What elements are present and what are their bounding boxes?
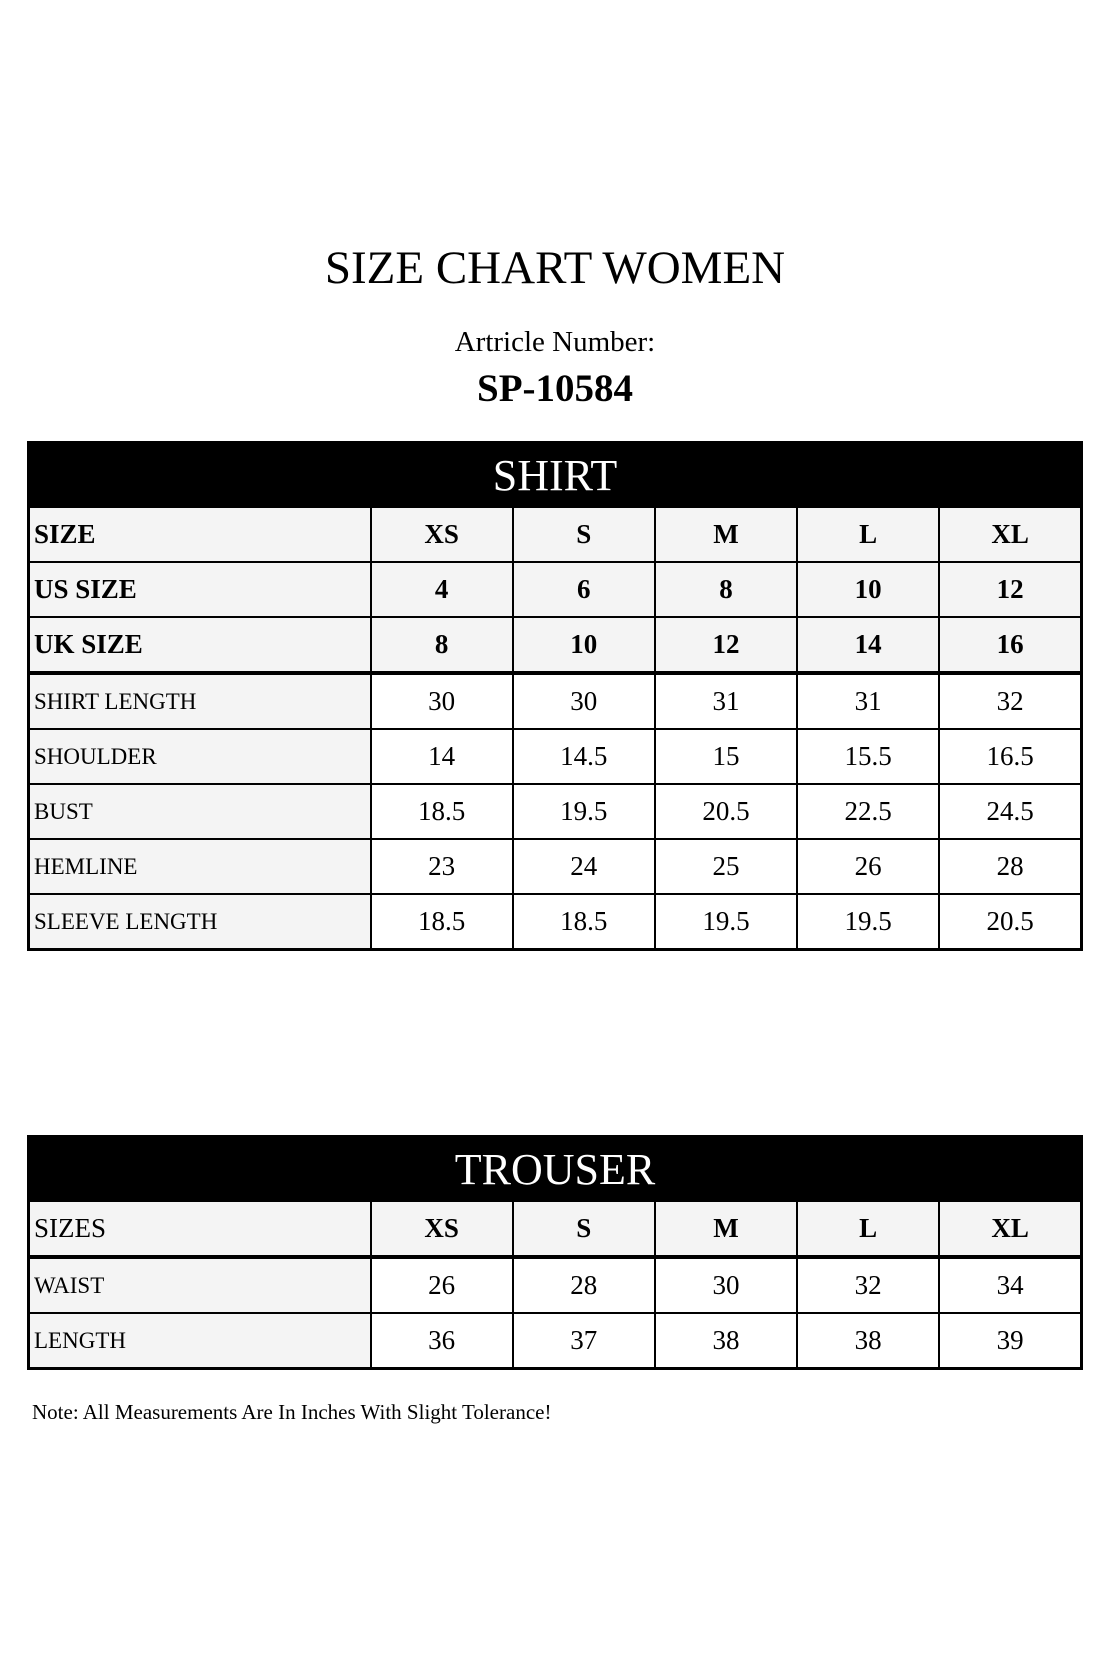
table-cell: 20.5 <box>653 783 799 840</box>
table-cell: 30 <box>511 672 656 730</box>
table-cell: 30 <box>369 672 514 730</box>
table-cell: S <box>511 506 656 563</box>
table-cell: 10 <box>796 561 941 618</box>
table-cell: 32 <box>796 1256 941 1314</box>
row-label: SHIRT LENGTH <box>27 672 372 730</box>
row-label: SLEEVE LENGTH <box>27 893 372 951</box>
table-cell: 19.5 <box>653 893 799 951</box>
table-cell: 38 <box>653 1312 799 1370</box>
row-label: UK SIZE <box>27 616 372 675</box>
table-cell: 39 <box>938 1312 1083 1370</box>
table-cell: 28 <box>511 1256 656 1314</box>
table-cell: 23 <box>369 838 514 895</box>
table-cell: 19.5 <box>511 783 656 840</box>
table-cell: 38 <box>796 1312 941 1370</box>
measurement-note: Note: All Measurements Are In Inches Wit… <box>32 1400 552 1424</box>
table-cell: 10 <box>511 616 656 675</box>
table-row: SHIRT LENGTH 30 30 31 31 32 <box>27 672 1083 730</box>
table-cell: 12 <box>653 616 799 675</box>
table-cell: XS <box>369 1200 514 1259</box>
table-cell: 19.5 <box>796 893 941 951</box>
row-label: SIZE <box>27 506 372 563</box>
table-cell: XL <box>938 506 1083 563</box>
table-row: US SIZE 4 6 8 10 12 <box>27 561 1083 618</box>
row-label: SHOULDER <box>27 728 372 785</box>
table-cell: 4 <box>369 561 514 618</box>
table-cell: 31 <box>796 672 941 730</box>
table-cell: 24.5 <box>938 783 1083 840</box>
row-label: US SIZE <box>27 561 372 618</box>
row-label: WAIST <box>27 1256 372 1314</box>
table-row: LENGTH 36 37 38 38 39 <box>27 1312 1083 1370</box>
table-cell: 18.5 <box>511 893 656 951</box>
shirt-size-table: SHIRT SIZE XS S M L XL US SIZE 4 6 8 10 12 UK SIZE 8 1… <box>27 441 1083 951</box>
table-cell: 37 <box>511 1312 656 1370</box>
table-cell: 22.5 <box>796 783 941 840</box>
table-cell: S <box>511 1200 656 1259</box>
table-cell: XS <box>369 506 514 563</box>
table-cell: 8 <box>653 561 799 618</box>
table-row: SLEEVE LENGTH 18.5 18.5 19.5 19.5 20.5 <box>27 893 1083 951</box>
page-title: SIZE CHART WOMEN <box>324 242 786 294</box>
table-row: WAIST 26 28 30 32 34 <box>27 1256 1083 1314</box>
row-label: HEMLINE <box>27 838 372 895</box>
table-cell: 28 <box>938 838 1083 895</box>
table-cell: 16 <box>938 616 1083 675</box>
row-label: SIZES <box>27 1200 372 1259</box>
table-cell: 31 <box>653 672 799 730</box>
table-cell: 14 <box>369 728 514 785</box>
table-cell: 26 <box>369 1256 514 1314</box>
table-row: HEMLINE 23 24 25 26 28 <box>27 838 1083 895</box>
table-row: SHOULDER 14 14.5 15 15.5 16.5 <box>27 728 1083 785</box>
table-cell: 8 <box>369 616 514 675</box>
table-cell: 20.5 <box>938 893 1083 951</box>
shirt-heading: SHIRT <box>27 441 1083 508</box>
table-cell: 6 <box>511 561 656 618</box>
table-cell: 26 <box>796 838 941 895</box>
table-cell: 25 <box>653 838 799 895</box>
table-cell: 24 <box>511 838 656 895</box>
table-row: UK SIZE 8 10 12 14 16 <box>27 616 1083 675</box>
table-cell: L <box>796 1200 941 1259</box>
trouser-heading: TROUSER <box>27 1135 1083 1202</box>
table-cell: 30 <box>653 1256 799 1314</box>
table-cell: 18.5 <box>369 783 514 840</box>
table-cell: 18.5 <box>369 893 514 951</box>
table-row: SIZES XS S M L XL <box>27 1200 1083 1259</box>
table-cell: L <box>796 506 941 563</box>
row-label: BUST <box>27 783 372 840</box>
table-cell: 34 <box>938 1256 1083 1314</box>
table-cell: M <box>653 1200 799 1259</box>
table-cell: M <box>653 506 799 563</box>
trouser-size-table: TROUSER SIZES XS S M L XL WAIST 26 28 30 32 34 LENGT… <box>27 1135 1083 1370</box>
table-cell: 12 <box>938 561 1083 618</box>
table-row: SIZE XS S M L XL <box>27 506 1083 563</box>
row-label: LENGTH <box>27 1312 372 1370</box>
table-cell: 32 <box>938 672 1083 730</box>
table-cell: 36 <box>369 1312 514 1370</box>
table-row: BUST 18.5 19.5 20.5 22.5 24.5 <box>27 783 1083 840</box>
table-cell: 15.5 <box>796 728 941 785</box>
table-cell: 14 <box>796 616 941 675</box>
table-cell: 15 <box>653 728 799 785</box>
table-cell: 16.5 <box>938 728 1083 785</box>
table-cell: XL <box>938 1200 1083 1259</box>
table-cell: 14.5 <box>511 728 656 785</box>
article-number: SP-10584 <box>477 367 633 410</box>
article-number-label: Artricle Number: <box>454 326 656 358</box>
